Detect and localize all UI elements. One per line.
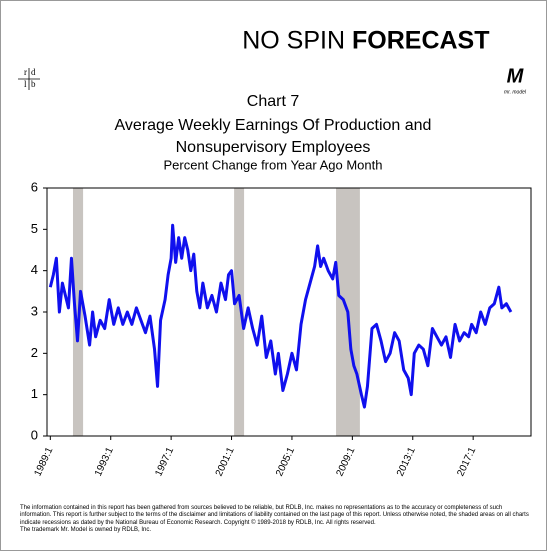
- y-tick-label: 1: [31, 386, 38, 401]
- logo-letter: b: [31, 79, 36, 89]
- x-tick-label: 2013:1: [395, 445, 418, 478]
- y-tick-label: 0: [31, 427, 38, 442]
- x-tick-label: 1993:1: [93, 445, 116, 478]
- plot: 0 1 2 3 4 5 6 1989:1 1993:1 1997:1 2001:1 2005:1 200…: [31, 179, 532, 478]
- y-tick-label: 5: [31, 221, 38, 236]
- x-tick-label: 2005:1: [274, 445, 297, 478]
- mark-caption: mr. model: [504, 89, 527, 95]
- subtitle: Percent Change from Year Ago Month: [164, 157, 383, 172]
- footer: The information contained in this report…: [20, 505, 530, 534]
- trademark: The trademark Mr. Model is owned by RDLB…: [20, 526, 152, 533]
- y-tick-label: 6: [31, 179, 38, 194]
- x-tick-label: 1997:1: [153, 445, 176, 478]
- brand-bold: FORECAST: [352, 27, 490, 55]
- logo-letter: r: [24, 67, 27, 77]
- y-tick-label: 2: [31, 345, 38, 360]
- mark-letter: M: [507, 65, 525, 87]
- logo-letter: d: [31, 67, 36, 77]
- x-tick-label: 2017:1: [455, 445, 478, 478]
- brand-plain: NO SPIN: [242, 27, 345, 55]
- logo: r d l b: [18, 67, 40, 90]
- x-tick-label: 2009:1: [335, 445, 358, 478]
- disclaimer: The information contained in this report…: [20, 505, 529, 526]
- y-tick-label: 4: [31, 262, 38, 277]
- title: Chart 7: [247, 93, 300, 110]
- x-tick-label: 1989:1: [33, 445, 56, 478]
- title: Nonsupervisory Employees: [176, 139, 371, 156]
- title: Average Weekly Earnings Of Production an…: [115, 117, 432, 134]
- y-tick-label: 3: [31, 303, 38, 318]
- data-line: [48, 223, 513, 409]
- x-tick-label: 2001:1: [214, 445, 237, 478]
- logo-letter: l: [24, 79, 27, 89]
- recession-band: [234, 188, 245, 436]
